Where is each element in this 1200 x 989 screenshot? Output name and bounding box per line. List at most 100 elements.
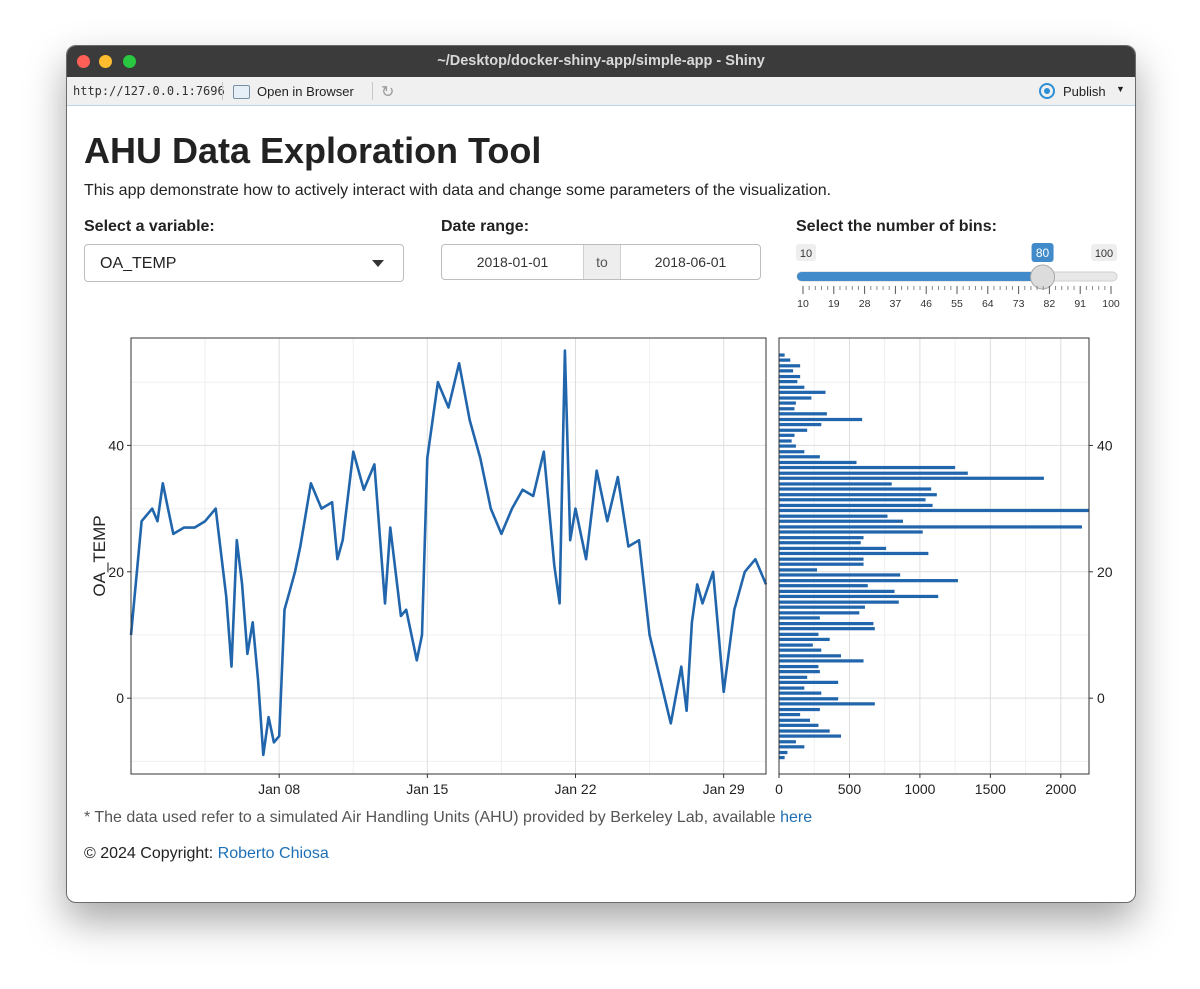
date-start-input[interactable]: 2018-01-01 — [476, 254, 549, 270]
variable-select-value[interactable]: OA_TEMP — [100, 255, 177, 272]
slider-fill — [797, 272, 1043, 281]
histogram-bar — [779, 444, 796, 448]
histogram-bar — [779, 536, 864, 540]
histogram-bar — [779, 600, 899, 604]
histogram-bar — [779, 422, 822, 427]
histogram-bar — [779, 740, 796, 744]
histogram-bar — [779, 680, 839, 684]
histogram-bar — [779, 643, 813, 647]
copyright-line: © 2024 Copyright: Roberto Chiosa — [84, 845, 329, 863]
date-range-label: Date range: — [441, 218, 530, 235]
window-titlebar: ~/Desktop/docker-shiny-app/simple-app - … — [67, 46, 1135, 77]
author-link[interactable]: Roberto Chiosa — [217, 845, 329, 862]
bins-slider[interactable]: 10 100 80 10 19 28 37 46 55 64 73 82 91 100 — [796, 243, 1120, 310]
x-tick-label: Jan 22 — [554, 781, 596, 797]
publish-dropdown-caret-icon[interactable]: ▼ — [1116, 84, 1125, 94]
histogram-bar — [779, 503, 933, 508]
histogram-bar — [779, 675, 808, 679]
histogram-bar — [779, 632, 819, 636]
x-tick-label: Jan 08 — [258, 781, 300, 797]
histogram-bar — [779, 428, 808, 432]
histogram-bar — [779, 654, 841, 658]
slider-tick-label: 64 — [982, 298, 994, 310]
histogram-bar — [779, 664, 819, 669]
x-tick-label: 2000 — [1045, 781, 1076, 797]
histogram-bar — [779, 364, 801, 368]
histogram-bar — [779, 691, 822, 695]
bins-min-badge — [796, 244, 816, 261]
bins-min-label: 10 — [800, 248, 812, 260]
histogram-bar — [779, 718, 810, 722]
y-tick-label: 40 — [108, 437, 124, 453]
hist-panel — [779, 338, 1089, 774]
publish-icon[interactable] — [1039, 83, 1055, 99]
date-end-input[interactable]: 2018-06-01 — [654, 254, 727, 270]
histogram-bar — [779, 616, 820, 620]
x-tick-label: 0 — [775, 781, 783, 797]
caret-down-icon[interactable] — [372, 260, 384, 267]
slider-handle[interactable] — [1030, 264, 1056, 290]
histogram-bar — [779, 476, 1044, 480]
window-title: ~/Desktop/docker-shiny-app/simple-app - … — [437, 53, 765, 69]
minimize-window-button[interactable] — [99, 55, 112, 68]
app-window: ~/Desktop/docker-shiny-app/simple-app - … — [66, 45, 1136, 903]
x-tick-label: 1500 — [975, 781, 1006, 797]
histogram-bar — [779, 390, 826, 394]
hist-plot-border — [778, 337, 1090, 775]
date-range-input: 2018-01-01 to 2018-06-01 — [441, 244, 761, 280]
histogram-bar — [779, 465, 956, 470]
open-in-browser-icon[interactable] — [233, 85, 250, 99]
histogram-bar — [779, 493, 937, 497]
histogram-bar — [779, 579, 958, 583]
oa-temp-series-line — [129, 349, 768, 757]
publish-button[interactable]: Publish — [1063, 84, 1106, 99]
histogram-bar — [779, 697, 839, 701]
histogram-bar — [779, 712, 801, 717]
histogram-bar — [779, 745, 805, 749]
x-tick-label: Jan 15 — [406, 781, 448, 797]
x-tick-label: 1000 — [904, 781, 935, 797]
histogram-bar — [779, 379, 798, 384]
slider-tick-label: 82 — [1044, 298, 1056, 310]
line-chart: Jan 08 Jan 15 Jan 22 Jan 29 0 20 40 OA_TEMP — [90, 337, 768, 797]
histogram-bar — [779, 707, 820, 712]
bins-value-label: 80 — [1036, 246, 1050, 260]
histogram-bar — [779, 627, 875, 631]
histogram-bar — [779, 702, 875, 706]
histogram-bar — [779, 525, 1082, 529]
histogram-bar — [779, 589, 895, 594]
histogram-bar — [779, 482, 892, 486]
refresh-icon[interactable]: ↻ — [381, 84, 395, 101]
y-axis-label: OA_TEMP — [90, 515, 109, 596]
histogram-bar — [779, 551, 929, 556]
data-source-link[interactable]: here — [780, 809, 813, 826]
histogram-bar — [779, 450, 805, 454]
y-tick-label: 0 — [1097, 690, 1105, 706]
histogram-bar — [779, 412, 827, 416]
histogram-bar — [779, 562, 864, 566]
slider-tick-label: 46 — [920, 298, 932, 310]
data-note: * The data used refer to a simulated Air… — [84, 809, 812, 827]
toolbar-divider — [222, 82, 223, 100]
histogram-bar — [779, 385, 805, 389]
copyright-text: © 2024 Copyright: — [84, 845, 218, 862]
histogram-chart: 0 500 1000 1500 2000 0 20 40 — [775, 337, 1113, 797]
url-text[interactable]: http://127.0.0.1:7696 — [73, 84, 225, 98]
zoom-window-button[interactable] — [123, 55, 136, 68]
x-tick-label: 500 — [838, 781, 862, 797]
histogram-bar — [779, 358, 791, 362]
open-in-browser-button[interactable]: Open in Browser — [257, 84, 354, 99]
histogram-bar — [779, 648, 822, 652]
slider-tick-label: 91 — [1074, 298, 1086, 310]
bins-value-badge — [1031, 243, 1054, 262]
close-window-button[interactable] — [77, 55, 90, 68]
histogram-bar — [779, 729, 830, 733]
y-tick-label: 0 — [116, 690, 124, 706]
histogram-bar — [779, 417, 863, 422]
toolbar-divider — [372, 82, 373, 100]
histogram-bar — [779, 621, 874, 626]
histogram-bar — [779, 670, 820, 674]
variable-select[interactable]: OA_TEMP — [84, 244, 404, 282]
histogram-bar — [779, 407, 795, 411]
slider-tick-label: 37 — [890, 298, 902, 310]
